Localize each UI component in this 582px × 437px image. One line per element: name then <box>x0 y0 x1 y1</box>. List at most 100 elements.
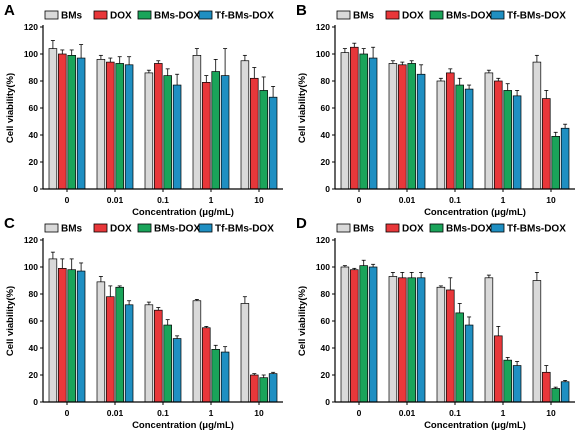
legend-swatch <box>385 223 400 233</box>
y-tick-label: 60 <box>29 103 39 113</box>
bar <box>340 52 350 190</box>
legend-swatch <box>336 10 351 20</box>
bar <box>388 63 398 190</box>
legend-label: BMs-DOX <box>154 224 200 235</box>
legend: BMs DOX BMs-DOX Tf-BMs-DOX <box>44 10 274 22</box>
panel-letter: A <box>4 2 15 19</box>
bar <box>436 80 446 190</box>
x-tick-label: 0.1 <box>449 195 461 205</box>
panel-letter: B <box>296 2 307 19</box>
legend-swatch <box>198 223 213 233</box>
bar <box>494 80 503 190</box>
bar <box>115 286 124 403</box>
legend-label: DOX <box>110 224 132 235</box>
legend-swatch <box>93 223 108 233</box>
legend-label: BMs-DOX <box>154 11 200 22</box>
y-tick-label: 120 <box>24 235 38 245</box>
bar <box>446 72 455 190</box>
bar <box>484 277 494 403</box>
legend-swatch <box>429 10 444 20</box>
bar <box>542 371 551 403</box>
bar <box>388 276 398 403</box>
legend-label: Tf-BMs-DOX <box>215 11 274 22</box>
bar <box>259 90 268 190</box>
bar <box>240 303 250 403</box>
bar <box>503 359 512 403</box>
y-tick-label: 40 <box>321 343 331 353</box>
y-tick-label: 100 <box>24 49 38 59</box>
legend-label: DOX <box>402 11 424 22</box>
bar <box>106 61 115 190</box>
bar <box>407 63 416 190</box>
legend-swatch <box>490 10 505 20</box>
panel-letter: C <box>4 215 15 232</box>
bar <box>220 351 230 403</box>
bar <box>76 57 86 190</box>
bar <box>240 60 250 190</box>
bar <box>398 64 407 190</box>
y-tick-label: 20 <box>29 370 39 380</box>
bar <box>446 289 455 403</box>
bar <box>464 88 474 190</box>
bar <box>202 327 211 403</box>
legend-label: Tf-BMs-DOX <box>215 224 274 235</box>
y-tick-label: 120 <box>316 22 330 32</box>
legend-swatch <box>137 223 152 233</box>
bar <box>67 54 76 190</box>
x-tick-label: 0.1 <box>157 195 169 205</box>
bar <box>96 59 106 190</box>
y-tick-label: 0 <box>33 184 38 194</box>
bar <box>532 280 542 403</box>
bar <box>211 71 220 190</box>
y-tick-label: 20 <box>321 370 331 380</box>
x-tick-label: 0.01 <box>399 408 416 418</box>
y-tick-label: 0 <box>33 397 38 407</box>
bar <box>58 53 67 190</box>
legend: BMs DOX BMs-DOX Tf-BMs-DOX <box>336 223 566 235</box>
bar <box>464 324 474 403</box>
bar <box>542 98 551 190</box>
legend-label: DOX <box>402 224 424 235</box>
y-tick-label: 20 <box>321 157 331 167</box>
bar <box>551 136 560 190</box>
legend-label: BMs <box>353 224 375 235</box>
bar <box>106 296 115 403</box>
legend-label: Tf-BMs-DOX <box>507 11 566 22</box>
legend-swatch <box>93 10 108 20</box>
x-tick-label: 1 <box>209 408 214 418</box>
panel-d: D BMs DOX BMs-DOX Tf-BMs-DOX020406080100120C… <box>296 215 575 431</box>
bar <box>359 53 368 190</box>
y-tick-label: 0 <box>325 397 330 407</box>
bar <box>350 269 359 403</box>
y-tick-label: 100 <box>316 49 330 59</box>
bar <box>67 269 76 403</box>
bar <box>154 309 163 403</box>
x-axis-title: Concentration (μg/mL) <box>424 420 526 431</box>
legend-swatch <box>44 10 59 20</box>
x-axis-title: Concentration (μg/mL) <box>132 420 234 431</box>
bar <box>154 63 163 190</box>
y-axis-title: Cell viability(%) <box>297 73 308 143</box>
legend-label: BMs-DOX <box>446 224 492 235</box>
bar <box>368 57 378 190</box>
bar <box>163 75 172 190</box>
y-axis-title: Cell viability(%) <box>5 286 16 356</box>
bar <box>551 388 560 403</box>
bar <box>407 277 416 403</box>
legend-label: BMs <box>61 11 83 22</box>
bar <box>455 84 464 190</box>
x-tick-label: 10 <box>254 408 264 418</box>
x-tick-label: 10 <box>546 408 556 418</box>
bar <box>250 77 259 190</box>
bar <box>220 75 230 190</box>
bar <box>484 72 494 190</box>
bar <box>211 349 220 403</box>
bar <box>359 265 368 403</box>
x-axis-title: Concentration (μg/mL) <box>132 207 234 218</box>
x-tick-label: 0.01 <box>107 408 124 418</box>
bar <box>503 90 512 190</box>
bar <box>172 338 182 403</box>
x-tick-label: 0 <box>357 195 362 205</box>
x-tick-label: 0.1 <box>449 408 461 418</box>
